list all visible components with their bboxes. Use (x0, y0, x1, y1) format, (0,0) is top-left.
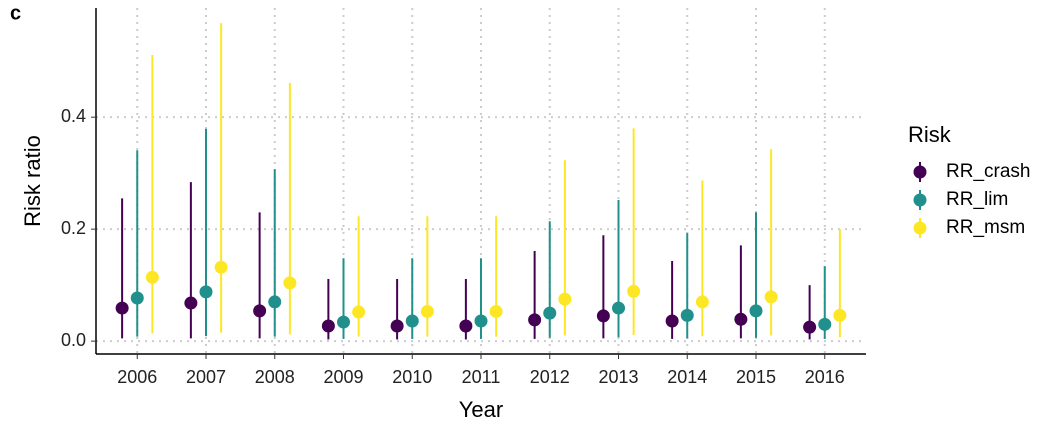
x-tick-label: 2010 (392, 367, 432, 387)
point (405, 314, 419, 328)
point (612, 301, 625, 315)
point (474, 314, 488, 328)
x-tick-label: 2009 (323, 367, 363, 387)
legend-key (913, 221, 927, 235)
x-tick-label: 2011 (462, 367, 501, 387)
legend-label: RR_msm (946, 217, 1025, 238)
x-tick-label: 2016 (805, 367, 845, 387)
panel-label: c (10, 2, 21, 24)
point (764, 290, 778, 304)
point (130, 291, 144, 305)
point (145, 270, 159, 284)
point (321, 319, 335, 333)
y-tick-label: 0.2 (61, 218, 86, 238)
point (543, 306, 557, 320)
point (390, 319, 404, 333)
point (184, 296, 198, 310)
point (337, 315, 350, 329)
x-tick-label: 2007 (186, 367, 226, 387)
point (596, 309, 610, 323)
x-tick-label: 2006 (117, 367, 157, 387)
point (818, 317, 832, 331)
point (803, 320, 817, 334)
legend-label: RR_crash (946, 161, 1030, 182)
y-axis-label: Risk ratio (20, 135, 45, 227)
legend-key (913, 165, 927, 179)
point (420, 304, 434, 318)
legend-label: RR_lim (946, 189, 1008, 210)
x-tick-label: 2014 (667, 367, 707, 387)
x-tick-label: 2008 (255, 367, 295, 387)
legend-key (913, 193, 927, 207)
point (115, 301, 129, 315)
point (680, 308, 694, 322)
x-tick-label: 2012 (530, 367, 570, 387)
point (268, 295, 282, 309)
point (459, 319, 473, 333)
point (833, 308, 847, 322)
x-axis-label: Year (459, 397, 503, 422)
x-tick-label: 2015 (736, 367, 776, 387)
point (627, 284, 641, 298)
point (214, 260, 228, 274)
point (253, 304, 267, 318)
y-tick-label: 0.0 (61, 330, 86, 350)
point (283, 276, 297, 290)
point (734, 312, 748, 326)
legend-title: Risk (908, 122, 952, 147)
point (489, 304, 503, 318)
point (199, 285, 213, 299)
x-tick-label: 2013 (598, 367, 638, 387)
y-tick-label: 0.4 (61, 106, 86, 126)
point (558, 292, 572, 306)
point (749, 304, 763, 318)
point (528, 313, 542, 327)
point (665, 314, 679, 328)
point (695, 295, 709, 309)
point (352, 305, 366, 319)
